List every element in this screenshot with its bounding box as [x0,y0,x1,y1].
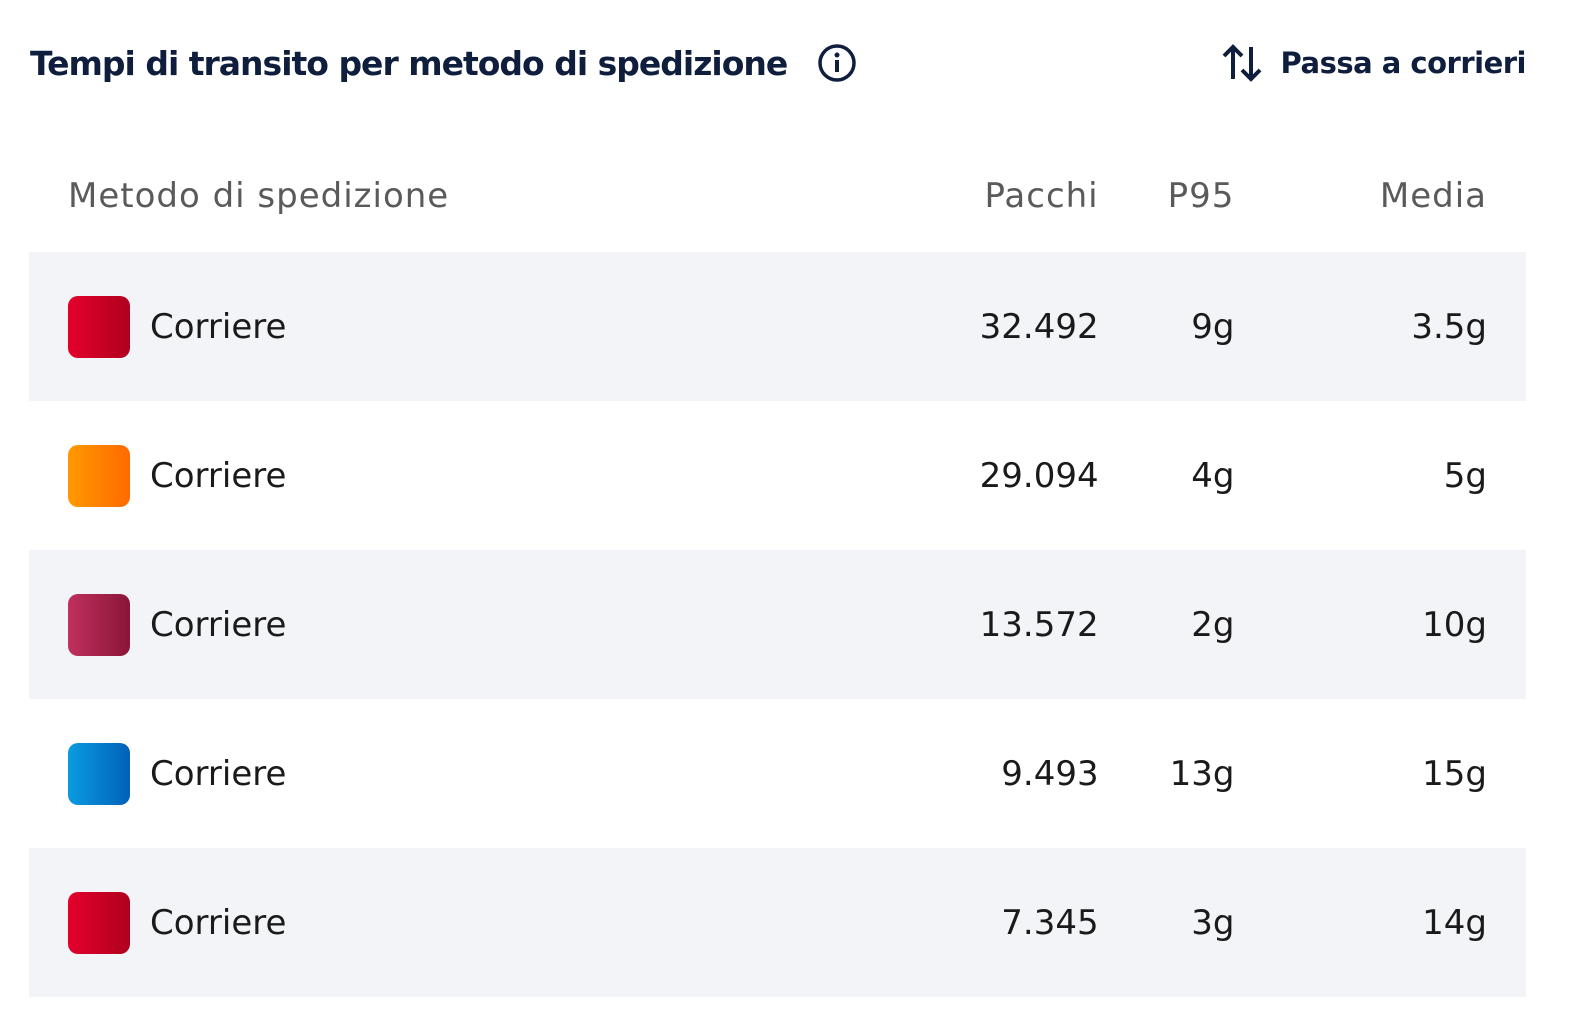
color-swatch [68,444,130,507]
table-row: Corriere 9.493 13g 15g [29,699,1526,848]
column-header: Pacchi [984,176,1099,216]
method-name: Corriere [150,604,287,645]
method-name: Corriere [150,455,287,496]
table-cell: 15g [1422,753,1487,794]
table-row: Corriere 7.345 3g 14g [29,848,1526,997]
table-row: Corriere 29.094 4g 5g [29,401,1526,550]
table-cell: 14g [1422,902,1487,943]
method-name: Corriere [150,753,287,794]
table-cell: 29.094 [979,455,1099,496]
method-name: Corriere [150,902,287,943]
table-cell: Corriere [29,252,861,401]
table-row: Corriere 32.492 9g 3.5g [29,252,1526,401]
color-swatch [68,593,130,656]
table-cell: 2g [1191,604,1235,645]
table-cell: 5g [1443,455,1487,496]
header-row: Metodo di spedizione Pacchi P95 Media [29,140,1526,252]
info-icon[interactable] [817,43,857,83]
color-swatch [68,742,130,805]
table-cell: 7.345 [1001,902,1099,943]
table-cell: 9g [1191,306,1235,347]
table-cell: 3g [1191,902,1235,943]
method-name: Corriere [150,306,287,347]
table-cell: Corriere [29,401,861,550]
color-swatch [68,891,130,954]
table-cell: Corriere [29,848,861,997]
table: Metodo di spedizione Pacchi P95 Media Corri… [29,140,1526,997]
table-row: Corriere 13.572 2g 10g [29,550,1526,699]
table-cell: 4g [1191,455,1235,496]
sort-icon [1222,44,1261,82]
column-header: Metodo di spedizione [68,176,450,216]
color-swatch [68,295,130,358]
table-cell: 13g [1169,753,1235,794]
table-cell: 3.5g [1411,306,1487,347]
column-header: P95 [1167,176,1235,216]
header: Tempi di transito per metodo di spedizio… [30,30,1527,96]
switch-label[interactable]: Passa a corrieri [1280,46,1527,80]
table-cell: 32.492 [979,306,1099,347]
table-cell: Corriere [29,699,861,848]
table-cell: 10g [1422,604,1487,645]
table-body: Corriere 32.492 9g 3.5g Corriere 29.094 4g 5g Co… [29,252,1526,997]
table-cell: 9.493 [1001,753,1099,794]
title: Tempi di transito per metodo di spedizio… [30,43,788,83]
switch-button[interactable]: Passa a corrieri [1221,43,1527,83]
table-cell: 13.572 [979,604,1099,645]
table-cell: Corriere [29,550,861,699]
column-header: Media [1379,176,1487,216]
